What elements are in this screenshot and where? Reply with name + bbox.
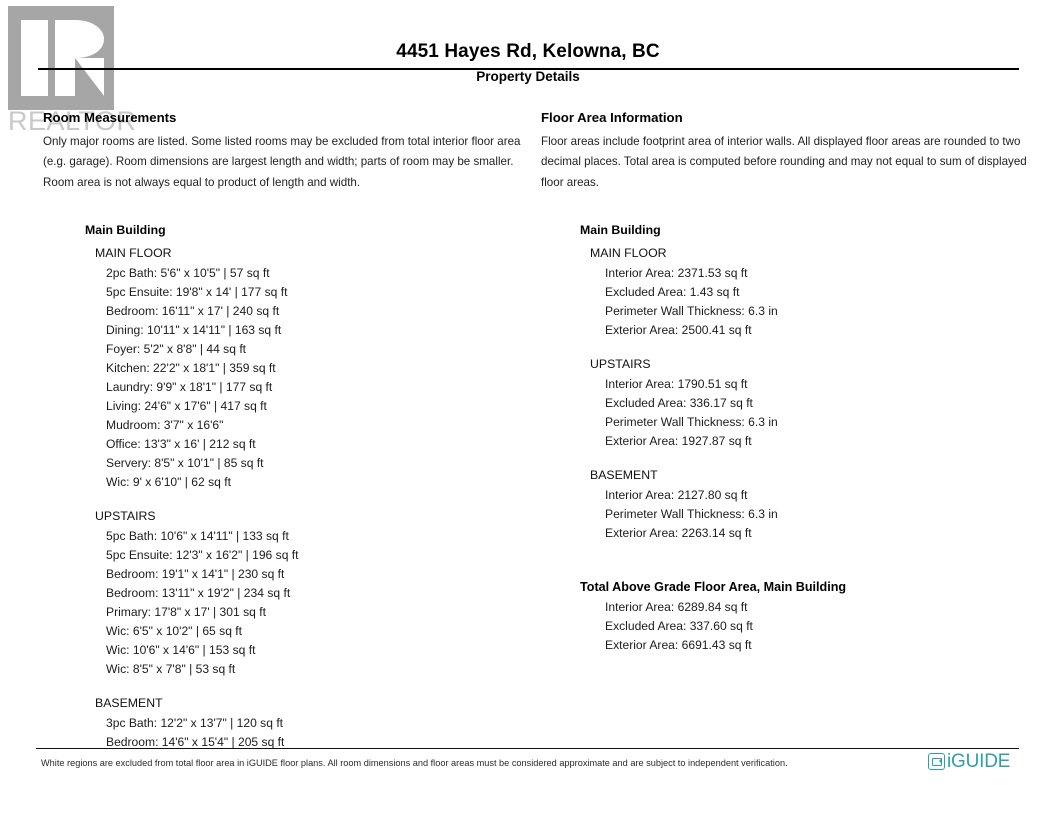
room-entry: Wic: 10'6" x 14'6" | 153 sq ft	[106, 643, 256, 658]
floor-area-column: Floor Area Information Floor areas inclu…	[541, 110, 1031, 655]
area-entry: Exterior Area: 2500.41 sq ft	[605, 323, 752, 338]
area-entry: Excluded Area: 336.17 sq ft	[605, 396, 753, 411]
room-entry: Wic: 9' x 6'10" | 62 sq ft	[106, 475, 231, 490]
area-block-basement: BASEMENT Interior Area: 2127.80 sq ft Pe…	[541, 465, 1031, 543]
room-entry: Bedroom: 13'11" x 19'2" | 234 sq ft	[106, 586, 291, 601]
room-entry: Laundry: 9'9" x 18'1" | 177 sq ft	[106, 380, 273, 395]
floor-area-heading: Floor Area Information	[541, 110, 683, 125]
room-entry: Wic: 8'5" x 7'8" | 53 sq ft	[106, 662, 236, 677]
level-name: UPSTAIRS	[590, 357, 651, 372]
area-entry: Perimeter Wall Thickness: 6.3 in	[605, 415, 778, 430]
building-name: Main Building	[580, 223, 661, 238]
level-name: BASEMENT	[95, 696, 163, 711]
page-title: 4451 Hayes Rd, Kelowna, BC	[396, 41, 660, 62]
total-entry: Interior Area: 6289.84 sq ft	[605, 600, 748, 615]
level-block-upstairs: UPSTAIRS 5pc Bath: 10'6" x 14'11" | 133 …	[43, 506, 523, 679]
area-block-main-floor: MAIN FLOOR Interior Area: 2371.53 sq ft …	[541, 243, 1031, 340]
room-entry: Living: 24'6" x 17'6" | 417 sq ft	[106, 399, 267, 414]
level-block-main-floor: MAIN FLOOR 2pc Bath: 5'6" x 10'5" | 57 s…	[43, 243, 523, 492]
room-entry: Wic: 6'5" x 10'2" | 65 sq ft	[106, 624, 242, 639]
room-measurements-heading: Room Measurements	[43, 110, 177, 125]
level-name: MAIN FLOOR	[95, 246, 172, 261]
iguide-logo: iGUIDE	[928, 752, 1010, 771]
building-name: Main Building	[85, 223, 166, 238]
room-measurements-note: Only major rooms are listed. Some listed…	[43, 134, 521, 189]
area-entry: Interior Area: 2371.53 sq ft	[605, 266, 748, 281]
room-entry: 2pc Bath: 5'6" x 10'5" | 57 sq ft	[106, 266, 270, 281]
total-entry: Excluded Area: 337.60 sq ft	[605, 619, 753, 634]
area-entry: Exterior Area: 1927.87 sq ft	[605, 434, 752, 449]
level-name: UPSTAIRS	[95, 509, 156, 524]
room-entry: 5pc Bath: 10'6" x 14'11" | 133 sq ft	[106, 529, 289, 544]
footer-divider	[36, 748, 1019, 749]
room-entry: Bedroom: 16'11" x 17' | 240 sq ft	[106, 304, 280, 319]
room-entry: Dining: 10'11" x 14'11" | 163 sq ft	[106, 323, 282, 338]
room-entry: 3pc Bath: 12'2" x 13'7" | 120 sq ft	[106, 716, 284, 731]
area-entry: Interior Area: 1790.51 sq ft	[605, 377, 748, 392]
room-measurements-column: Room Measurements Only major rooms are l…	[43, 110, 523, 752]
room-entry: 5pc Ensuite: 19'8" x 14' | 177 sq ft	[106, 285, 288, 300]
total-title: Total Above Grade Floor Area, Main Build…	[580, 580, 847, 595]
room-entry: Kitchen: 22'2" x 18'1" | 359 sq ft	[106, 361, 276, 376]
footer-disclaimer: White regions are excluded from total fl…	[41, 758, 788, 768]
area-entry: Exterior Area: 2263.14 sq ft	[605, 526, 752, 541]
header-divider	[38, 68, 1019, 70]
area-entry: Interior Area: 2127.80 sq ft	[605, 488, 748, 503]
building-block: Main Building MAIN FLOOR Interior Area: …	[541, 221, 1031, 655]
room-entry: 5pc Ensuite: 12'3" x 16'2" | 196 sq ft	[106, 548, 299, 563]
level-name: BASEMENT	[590, 468, 658, 483]
level-block-basement: BASEMENT 3pc Bath: 12'2" x 13'7" | 120 s…	[43, 693, 523, 752]
room-entry: Office: 13'3" x 16' | 212 sq ft	[106, 437, 256, 452]
floor-area-note: Floor areas include footprint area of in…	[541, 134, 1027, 189]
total-above-grade-block: Total Above Grade Floor Area, Main Build…	[541, 577, 1031, 655]
iguide-camera-icon	[928, 753, 945, 770]
area-entry: Excluded Area: 1.43 sq ft	[605, 285, 740, 300]
area-block-upstairs: UPSTAIRS Interior Area: 1790.51 sq ft Ex…	[541, 354, 1031, 451]
room-entry: Bedroom: 19'1" x 14'1" | 230 sq ft	[106, 567, 285, 582]
level-name: MAIN FLOOR	[590, 246, 667, 261]
total-entry: Exterior Area: 6691.43 sq ft	[605, 638, 752, 653]
room-entry: Foyer: 5'2" x 8'8" | 44 sq ft	[106, 342, 247, 357]
building-block: Main Building MAIN FLOOR 2pc Bath: 5'6" …	[43, 221, 523, 752]
area-entry: Perimeter Wall Thickness: 6.3 in	[605, 507, 778, 522]
room-entry: Primary: 17'8" x 17' | 301 sq ft	[106, 605, 266, 620]
iguide-wordmark: iGUIDE	[947, 751, 1011, 772]
room-entry: Mudroom: 3'7" x 16'6"	[106, 418, 224, 433]
room-entry: Bedroom: 14'6" x 15'4" | 205 sq ft	[106, 735, 285, 750]
room-entry: Servery: 8'5" x 10'1" | 85 sq ft	[106, 456, 264, 471]
page-subtitle: Property Details	[476, 69, 580, 84]
area-entry: Perimeter Wall Thickness: 6.3 in	[605, 304, 778, 319]
